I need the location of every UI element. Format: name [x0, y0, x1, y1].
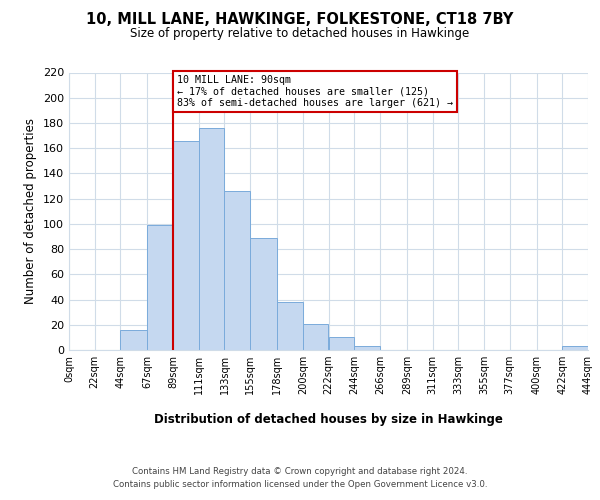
Text: Distribution of detached houses by size in Hawkinge: Distribution of detached houses by size …	[154, 412, 503, 426]
Bar	[303, 324, 329, 350]
Bar	[329, 338, 354, 350]
Text: Contains HM Land Registry data © Crown copyright and database right 2024.: Contains HM Land Registry data © Crown c…	[132, 468, 468, 476]
Bar	[250, 238, 277, 350]
Bar	[199, 128, 224, 350]
Bar	[277, 302, 303, 350]
Bar	[173, 140, 199, 350]
Bar	[354, 346, 380, 350]
Text: Size of property relative to detached houses in Hawkinge: Size of property relative to detached ho…	[130, 28, 470, 40]
Y-axis label: Number of detached properties: Number of detached properties	[25, 118, 37, 304]
Bar	[121, 330, 148, 350]
Bar	[148, 225, 173, 350]
Text: Contains public sector information licensed under the Open Government Licence v3: Contains public sector information licen…	[113, 480, 487, 489]
Text: 10, MILL LANE, HAWKINGE, FOLKESTONE, CT18 7BY: 10, MILL LANE, HAWKINGE, FOLKESTONE, CT1…	[86, 12, 514, 28]
Bar	[224, 191, 250, 350]
Text: 10 MILL LANE: 90sqm
← 17% of detached houses are smaller (125)
83% of semi-detac: 10 MILL LANE: 90sqm ← 17% of detached ho…	[176, 75, 452, 108]
Bar	[562, 346, 588, 350]
